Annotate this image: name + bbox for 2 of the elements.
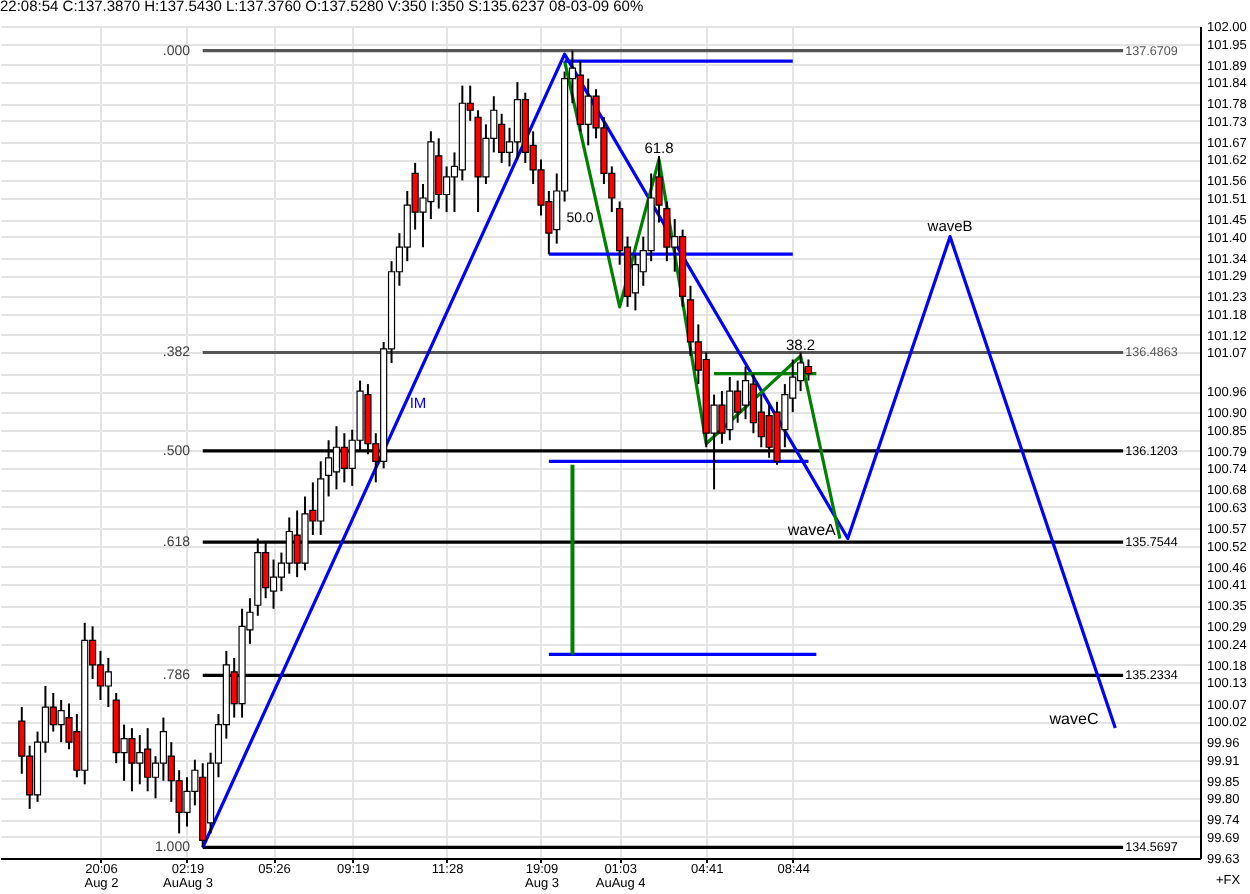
annotation: waveC — [1047, 710, 1099, 728]
annotation: waveA — [785, 520, 838, 539]
